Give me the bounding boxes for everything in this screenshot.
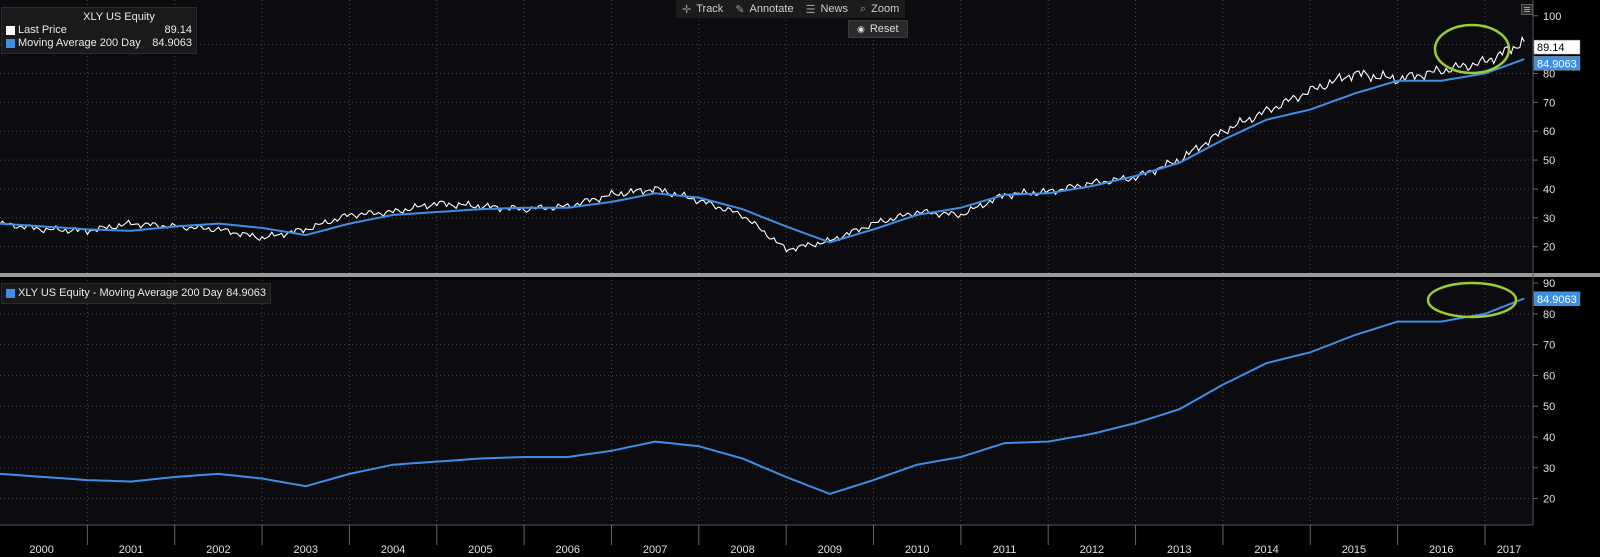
panel-divider[interactable]: [0, 273, 1600, 277]
y-tick-label-top: 100: [1543, 11, 1561, 23]
ma-value-label-top: 84.9063: [1537, 58, 1577, 70]
magnifier-icon: ⌕: [859, 2, 867, 15]
top-legend: XLY US Equity Last Price 89.14 Moving Av…: [1, 7, 197, 54]
x-tick-label: 2003: [293, 544, 317, 556]
bottom-legend: XLY US Equity - Moving Average 200 Day 8…: [1, 283, 271, 304]
legend-value-price: 89.14: [164, 24, 192, 36]
highlight-ellipse-top: [1433, 23, 1511, 75]
x-tick-label: 2015: [1342, 544, 1366, 556]
y-tick-label-top: 60: [1543, 126, 1555, 138]
zoom-label: Zoom: [871, 3, 900, 15]
legend-label-ma: Moving Average 200 Day: [18, 37, 141, 49]
last-price-value-label: 89.14: [1537, 42, 1565, 54]
bottom-panel-background: [0, 280, 1533, 525]
y-tick-label-top: 70: [1543, 97, 1555, 109]
ma-value-label-bottom-bg: [1533, 291, 1581, 307]
reset-button[interactable]: ◉ Reset: [848, 20, 908, 38]
y-tick-label-bottom: 80: [1543, 309, 1555, 321]
chart-menu-icon[interactable]: [1521, 4, 1533, 15]
x-tick-label: 2001: [119, 544, 143, 556]
ma-value-label-bottom: 84.9063: [1537, 294, 1577, 306]
legend-label-ma-bottom: XLY US Equity - Moving Average 200 Day: [18, 287, 223, 299]
legend-value-ma: 84.9063: [152, 37, 192, 49]
pencil-icon: ✎: [735, 3, 745, 16]
legend-item-moving-average[interactable]: Moving Average 200 Day 84.9063: [6, 37, 192, 50]
ma-value-label-top-bg: [1533, 56, 1581, 71]
ma-series-line-bottom: [0, 297, 1525, 495]
reset-icon: ◉: [857, 23, 865, 34]
zoom-button[interactable]: ⌕ Zoom: [854, 0, 905, 18]
x-tick-label: 2000: [29, 544, 53, 556]
legend-swatch-ma: [6, 39, 15, 48]
legend-item-last-price[interactable]: Last Price 89.14: [6, 24, 192, 37]
legend-label-price: Last Price: [18, 24, 67, 36]
x-tick-label: 2007: [643, 544, 667, 556]
x-tick-label: 2004: [381, 544, 405, 556]
news-button[interactable]: ☰ News: [800, 0, 854, 18]
y-tick-label-top: 20: [1543, 242, 1555, 254]
legend-value-ma-bottom: 84.9063: [226, 287, 266, 299]
y-tick-label-top: 30: [1543, 213, 1555, 225]
price-series-line: [0, 35, 1525, 253]
annotate-label: Annotate: [749, 3, 794, 15]
x-tick-label: 2009: [818, 544, 842, 556]
y-tick-label-top: 40: [1543, 184, 1555, 196]
x-tick-label: 2017: [1497, 544, 1521, 556]
legend-swatch-price: [6, 26, 15, 35]
x-tick-label: 2016: [1429, 544, 1453, 556]
x-tick-label: 2008: [730, 544, 754, 556]
track-label: Track: [696, 3, 724, 15]
y-tick-label-bottom: 70: [1543, 340, 1555, 352]
y-tick-label-top: 50: [1543, 155, 1555, 167]
x-tick-label: 2011: [993, 544, 1017, 556]
legend-swatch-ma-bottom: [6, 289, 15, 298]
y-tick-label-top: 80: [1543, 69, 1555, 81]
x-tick-label: 2014: [1254, 544, 1278, 556]
y-tick-label-bottom: 30: [1543, 463, 1555, 475]
highlight-ellipse-bottom: [1426, 281, 1518, 319]
y-tick-label-bottom: 60: [1543, 370, 1555, 382]
y-tick-label-bottom: 90: [1543, 278, 1555, 290]
last-price-value-label-bg: [1533, 39, 1581, 55]
x-tick-label: 2006: [556, 544, 580, 556]
x-tick-label: 2010: [905, 544, 929, 556]
chart-toolbar: ✛ Track ✎ Annotate ☰ News ⌕ Zoom: [676, 0, 906, 18]
top-legend-title: XLY US Equity: [83, 11, 155, 23]
y-tick-label-bottom: 40: [1543, 432, 1555, 444]
x-tick-label: 2002: [206, 544, 230, 556]
y-tick-label-bottom: 20: [1543, 494, 1555, 506]
crosshair-icon: ✛: [682, 3, 692, 16]
x-tick-label: 2005: [468, 544, 492, 556]
reset-label: Reset: [869, 23, 899, 35]
y-tick-label-bottom: 50: [1543, 401, 1555, 413]
ma-series-line-top: [0, 58, 1525, 244]
x-tick-label: 2013: [1167, 544, 1191, 556]
annotate-button[interactable]: ✎ Annotate: [729, 0, 799, 18]
news-icon: ☰: [805, 3, 816, 16]
news-label: News: [820, 3, 848, 15]
x-tick-label: 2012: [1080, 544, 1104, 556]
legend-item-ma-bottom[interactable]: XLY US Equity - Moving Average 200 Day 8…: [6, 287, 266, 300]
track-button[interactable]: ✛ Track: [676, 0, 729, 18]
